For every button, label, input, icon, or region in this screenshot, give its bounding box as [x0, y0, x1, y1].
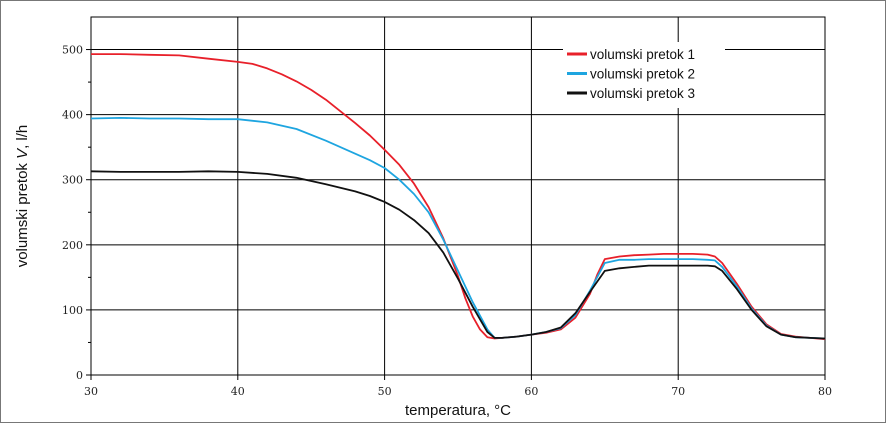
- y-tick-label: 300: [62, 174, 83, 187]
- x-axis-title: temperatura, °C: [405, 402, 511, 419]
- x-tick-label: 80: [818, 385, 832, 398]
- series-lines: [90, 53, 826, 341]
- legend: volumski pretok 1 volumski pretok 2 volums…: [563, 42, 725, 108]
- y-axis-title-unit: , l/h: [14, 125, 31, 149]
- plot-area: [90, 16, 826, 376]
- x-tick-label: 50: [378, 385, 392, 398]
- axis-ticks: 0 100 200 300 400 500 30 40 50 60 70 80: [62, 44, 832, 398]
- series-line-2: [90, 117, 826, 340]
- y-axis-title: volumski pretok V, l/h: [14, 125, 31, 268]
- x-tick-label: 60: [524, 385, 538, 398]
- legend-box: [563, 42, 725, 108]
- series-line-3: [90, 170, 826, 340]
- x-tick-label: 40: [231, 385, 245, 398]
- y-tick-label: 200: [62, 239, 83, 252]
- x-tick-label: 30: [84, 385, 98, 398]
- y-tick-label: 400: [62, 109, 83, 122]
- legend-label-3: volumski pretok 3: [590, 86, 695, 101]
- y-axis-title-part-1: volumski pretok: [14, 159, 31, 267]
- legend-label-2: volumski pretok 2: [590, 67, 695, 82]
- y-tick-label: 0: [76, 369, 83, 382]
- y-tick-label: 500: [62, 44, 83, 57]
- y-axis-title-symbol: V: [14, 147, 31, 159]
- legend-label-1: volumski pretok 1: [590, 47, 695, 62]
- y-tick-label: 100: [62, 304, 83, 317]
- x-tick-label: 70: [671, 385, 685, 398]
